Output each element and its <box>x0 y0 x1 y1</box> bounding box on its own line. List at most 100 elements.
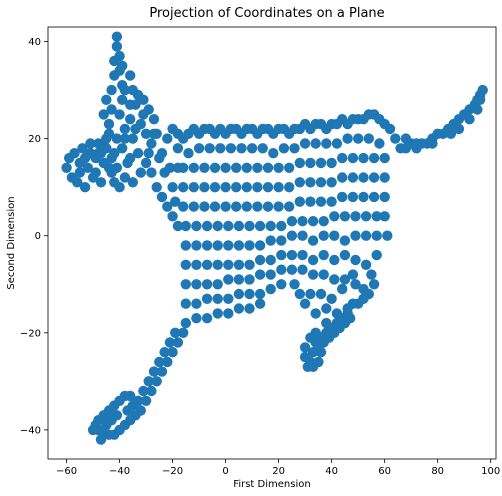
scatter-point <box>371 211 382 222</box>
scatter-point <box>368 191 380 203</box>
scatter-point <box>223 220 234 232</box>
scatter-point <box>77 143 88 154</box>
scatter-point <box>358 293 369 304</box>
scatter-point <box>326 157 337 169</box>
scatter-point <box>172 162 184 173</box>
scatter-point <box>252 201 263 212</box>
scatter-point <box>172 220 184 232</box>
scatter-point <box>477 84 488 96</box>
scatter-point <box>289 143 300 154</box>
scatter-point <box>379 211 390 222</box>
scatter-point <box>225 143 237 154</box>
scatter-point <box>148 366 160 377</box>
scatter-point <box>337 191 348 203</box>
scatter-point <box>382 230 393 241</box>
scatter-point <box>170 327 181 338</box>
scatter-point <box>337 283 348 295</box>
scatter-point <box>199 182 210 193</box>
scatter-point <box>339 274 351 285</box>
scatter-point <box>358 152 369 164</box>
y-tick-label: −20 <box>20 328 41 339</box>
scatter-point <box>265 220 276 232</box>
scatter-point <box>299 342 311 353</box>
scatter-point <box>305 332 316 343</box>
y-tick-label: −40 <box>20 425 41 436</box>
scatter-point <box>368 152 380 164</box>
scatter-point <box>297 264 308 275</box>
scatter-point <box>384 123 396 135</box>
scatter-point <box>125 390 136 402</box>
scatter-point <box>276 220 287 232</box>
scatter-point <box>339 211 351 222</box>
scatter-point <box>368 279 380 290</box>
scatter-point <box>236 143 247 154</box>
scatter-point <box>148 114 160 125</box>
scatter-point <box>310 138 321 149</box>
scatter-point <box>262 162 274 173</box>
scatter-point <box>164 162 176 173</box>
scatter-point <box>178 201 189 212</box>
scatter-point <box>125 152 136 164</box>
scatter-point <box>358 172 369 183</box>
scatter-point <box>201 279 213 290</box>
scatter-point <box>191 279 202 290</box>
x-tick-label: 100 <box>481 466 500 477</box>
scatter-point <box>326 177 337 188</box>
scatter-point <box>299 298 311 309</box>
scatter-point <box>276 264 287 275</box>
scatter-point <box>117 143 128 154</box>
scatter-point <box>307 254 319 266</box>
scatter-point <box>178 327 189 338</box>
scatter-point <box>191 259 202 270</box>
scatter-point <box>220 201 231 212</box>
scatter-point <box>310 308 321 319</box>
scatter-point <box>331 308 343 319</box>
scatter-point <box>379 191 390 203</box>
scatter-point <box>276 279 287 290</box>
scatter-point <box>220 162 231 173</box>
scatter-point <box>201 240 213 251</box>
scatter-point <box>313 356 324 368</box>
scatter-point <box>183 148 194 159</box>
scatter-point <box>209 162 221 173</box>
scatter-point <box>138 385 149 397</box>
scatter-point <box>289 279 300 290</box>
scatter-point <box>95 177 107 188</box>
scatter-point <box>69 148 80 159</box>
scatter-point <box>445 128 457 139</box>
scatter-point <box>353 133 364 144</box>
scatter-point <box>223 259 234 270</box>
scatter-point <box>111 410 123 421</box>
scatter-point <box>374 138 385 149</box>
scatter-point <box>138 109 149 120</box>
scatter-point <box>337 172 348 183</box>
scatter-point <box>233 240 245 251</box>
scatter-point <box>114 50 125 62</box>
scatter-point <box>318 216 329 227</box>
scatter-point <box>170 196 181 207</box>
scatter-point <box>342 303 353 314</box>
scatter-point <box>347 152 359 164</box>
scatter-point <box>127 84 138 96</box>
scatter-point <box>167 182 178 193</box>
scatter-point <box>231 201 242 212</box>
plot-area-frame <box>47 26 497 460</box>
scatter-point <box>114 109 125 120</box>
scatter-point <box>140 157 152 169</box>
scatter-point <box>350 230 361 241</box>
scatter-point <box>191 298 202 309</box>
scatter-point <box>101 94 112 106</box>
scatter-point <box>106 152 117 164</box>
scatter-point <box>233 259 245 270</box>
scatter-point <box>350 254 361 266</box>
scatter-point <box>284 201 295 212</box>
scatter-point <box>79 152 91 164</box>
scatter-point <box>233 303 245 314</box>
scatter-point <box>127 177 138 188</box>
scatter-point <box>180 259 191 270</box>
scatter-point <box>156 366 168 377</box>
scatter-point <box>223 274 234 285</box>
scatter-point <box>167 347 178 358</box>
y-axis-label: Second Dimension <box>6 196 17 289</box>
